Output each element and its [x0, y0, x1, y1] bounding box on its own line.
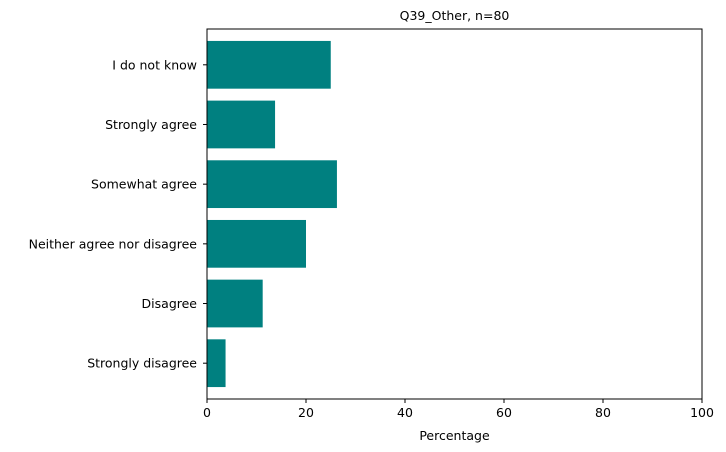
x-tick-label: 80 [595, 405, 611, 420]
bar [207, 100, 276, 149]
bar [207, 160, 337, 209]
y-tick-label: Somewhat agree [91, 177, 197, 192]
bar [207, 279, 263, 328]
bars-group [207, 40, 337, 388]
bar [207, 339, 226, 388]
x-tick-label: 0 [203, 405, 211, 420]
y-tick-label: I do not know [112, 57, 197, 72]
bar [207, 40, 331, 89]
plot-frame [206, 28, 703, 400]
x-tick-label: 20 [298, 405, 314, 420]
y-axis-ticks: I do not know Strongly agree Somewhat agre… [29, 57, 207, 371]
x-tick-label: 100 [690, 405, 714, 420]
x-axis-ticks: 0 20 40 60 80 100 [203, 399, 714, 420]
x-tick-label: 40 [397, 405, 413, 420]
bar [207, 219, 306, 268]
chart-title: Q39_Other, n=80 [400, 8, 510, 23]
y-tick-label: Strongly disagree [87, 356, 197, 371]
x-tick-label: 60 [496, 405, 512, 420]
y-tick-label: Strongly agree [105, 117, 197, 132]
y-tick-label: Disagree [142, 296, 198, 311]
y-tick-label: Neither agree nor disagree [29, 236, 198, 251]
x-axis-label: Percentage [419, 428, 490, 443]
